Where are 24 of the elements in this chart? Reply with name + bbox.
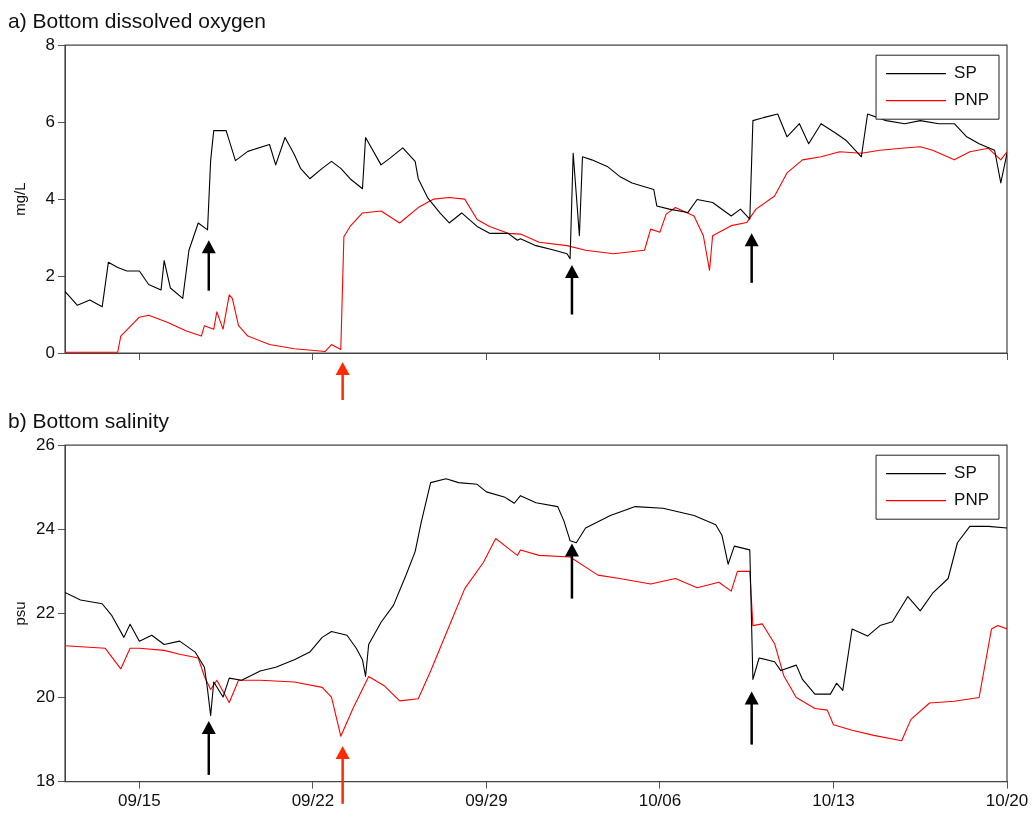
x-tick-label: 09/29 (465, 791, 508, 811)
y-tick-label: 24 (36, 518, 55, 538)
y-tick-label: 4 (45, 188, 55, 208)
chart-title: a) Bottom dissolved oxygen (8, 9, 266, 33)
y-tick-label: 18 (36, 771, 55, 791)
x-tick-label: 10/06 (638, 791, 682, 811)
x-tick-label: 10/20 (985, 791, 1029, 811)
y-tick-label: 22 (36, 603, 55, 623)
chart-title: b) Bottom salinity (8, 409, 170, 433)
y-tick-label: 8 (45, 34, 55, 54)
y-tick-label: 0 (45, 342, 55, 362)
y-axis-title: mg/L (11, 182, 29, 216)
y-tick-label: 26 (36, 434, 55, 454)
legend-label: SP (954, 63, 977, 83)
x-tick-label: 09/15 (118, 791, 161, 811)
y-tick-label: 6 (45, 111, 55, 131)
legend-label: PNP (954, 490, 990, 510)
y-axis-title: psu (11, 601, 29, 626)
x-tick-label: 10/13 (812, 791, 855, 811)
y-tick-label: 2 (45, 265, 55, 285)
x-tick-label: 09/22 (291, 791, 335, 811)
y-tick-label: 20 (36, 687, 55, 707)
legend-label: PNP (954, 90, 990, 110)
legend-label: SP (954, 463, 977, 483)
